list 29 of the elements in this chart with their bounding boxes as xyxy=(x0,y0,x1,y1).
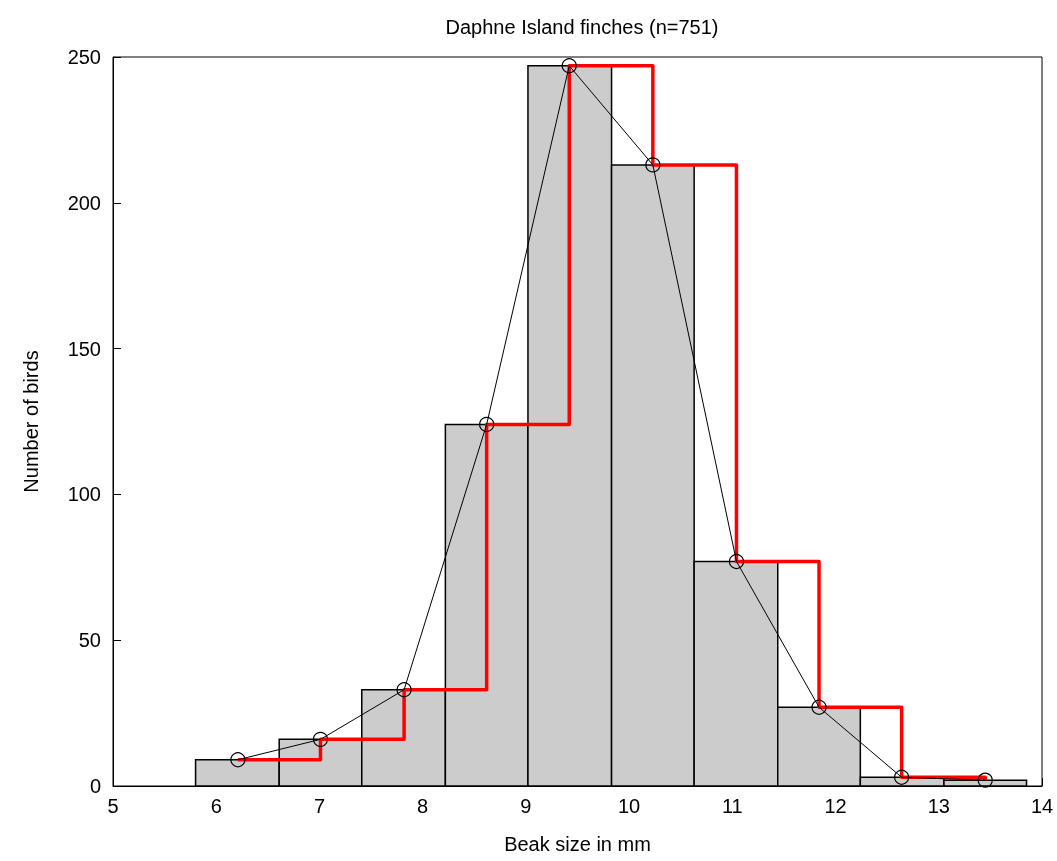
chart-title: Daphne Island finches (n=751) xyxy=(445,16,719,38)
x-tick-label: 12 xyxy=(824,795,847,817)
x-tick-label: 14 xyxy=(1030,795,1054,817)
y-tick-label: 0 xyxy=(89,775,101,797)
point xyxy=(728,553,745,570)
y-tick-label: 50 xyxy=(78,629,101,652)
y-tick-label: 150 xyxy=(67,337,101,360)
x-tick-label: 7 xyxy=(313,795,326,817)
point xyxy=(230,752,246,768)
y-tick-label: 200 xyxy=(67,191,101,214)
x-tick-label: 11 xyxy=(721,795,743,817)
y-tick-label: 250 xyxy=(67,46,101,68)
x-tick-label: 9 xyxy=(520,795,532,817)
point xyxy=(312,731,329,747)
y-tick-label: 100 xyxy=(67,483,101,506)
y-axis-title: Number of birds xyxy=(20,350,42,493)
point xyxy=(479,416,495,433)
x-tick-label: 13 xyxy=(927,795,950,817)
x-tick-label: 8 xyxy=(417,795,429,817)
point xyxy=(645,157,661,173)
x-tick-label: 5 xyxy=(107,795,119,817)
point xyxy=(977,772,993,788)
x-tick-label: 6 xyxy=(210,795,222,817)
point xyxy=(811,699,827,715)
x-axis-title: Beak size in mm xyxy=(504,833,651,855)
point xyxy=(561,58,577,74)
x-tick-label: 10 xyxy=(617,795,641,817)
point xyxy=(894,769,910,785)
point xyxy=(396,682,412,698)
